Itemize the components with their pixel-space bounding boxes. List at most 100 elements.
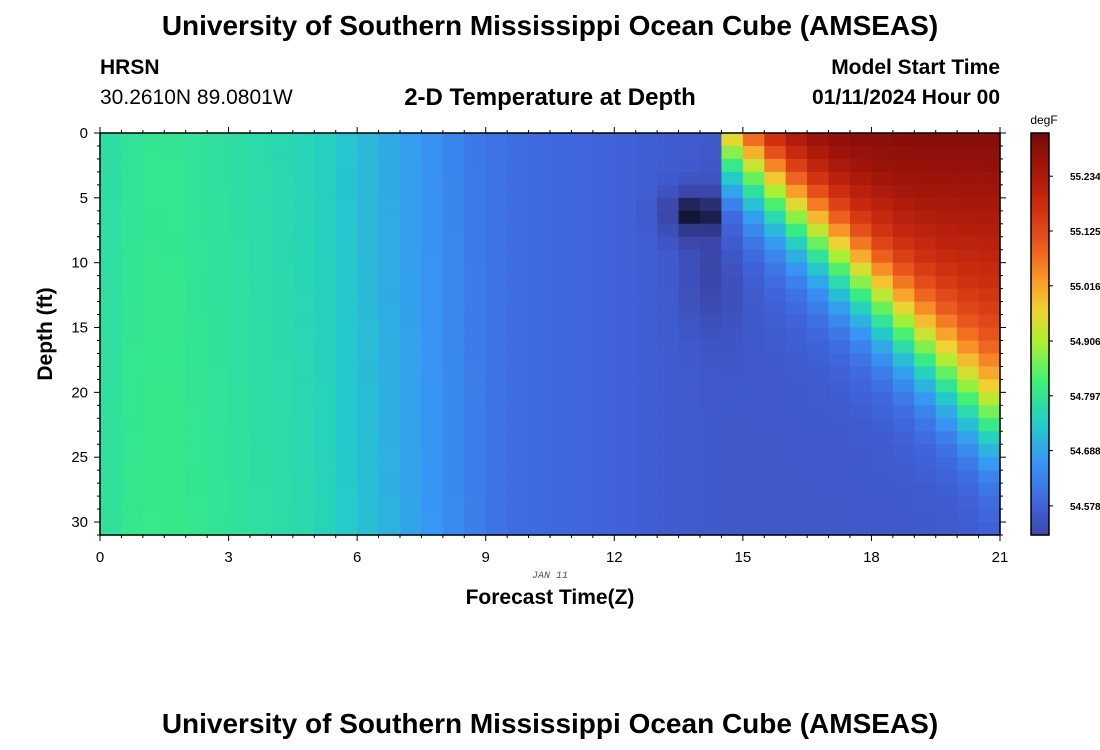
heatmap-cell — [935, 470, 958, 484]
x-tick-label: 9 — [482, 549, 490, 566]
heatmap-cell — [635, 210, 658, 225]
colorbar-frame — [1030, 132, 1050, 536]
heatmap-cell — [528, 223, 551, 238]
heatmap-cell — [871, 249, 894, 264]
heatmap-cell — [421, 197, 444, 212]
colorbar-segment — [1031, 287, 1049, 292]
heatmap-cell — [357, 158, 380, 173]
heatmap-cell — [400, 288, 423, 303]
heatmap-cell — [914, 431, 937, 445]
heatmap-cell — [742, 158, 765, 173]
heatmap-cell — [742, 379, 765, 393]
heatmap-cell — [400, 522, 423, 536]
heatmap-cell — [228, 392, 251, 406]
heatmap-cell — [592, 353, 615, 368]
heatmap-cell — [721, 275, 744, 290]
heatmap-cell — [935, 379, 958, 393]
heatmap-cell — [207, 509, 230, 523]
heatmap-cell — [700, 197, 723, 212]
colorbar-segment — [1031, 384, 1049, 389]
heatmap-cell — [807, 197, 830, 212]
heatmap-cell — [250, 366, 273, 380]
heatmap-cell — [357, 184, 380, 199]
heatmap-cell — [635, 133, 658, 147]
heatmap-cell — [228, 353, 251, 368]
heatmap-cell — [528, 262, 551, 277]
heatmap-cell — [442, 184, 465, 199]
heatmap-cell — [871, 379, 894, 393]
heatmap-cell — [142, 171, 165, 186]
heatmap-cell — [142, 379, 165, 393]
heatmap-cell — [271, 418, 294, 432]
heatmap-cell — [142, 288, 165, 303]
heatmap-cell — [400, 236, 423, 251]
heatmap-cell — [314, 340, 337, 355]
heatmap-cell — [507, 444, 530, 458]
heatmap-cell — [292, 496, 315, 510]
heatmap-cell — [764, 210, 787, 225]
heatmap-cell — [335, 522, 358, 536]
heatmap-cell — [700, 288, 723, 303]
heatmap-cell — [100, 353, 123, 368]
heatmap-cell — [678, 431, 701, 445]
heatmap-cell — [828, 353, 851, 368]
heatmap-cell — [421, 288, 444, 303]
heatmap-cell — [807, 210, 830, 225]
heatmap-cell — [871, 353, 894, 368]
heatmap-cell — [571, 496, 594, 510]
heatmap-cell — [357, 379, 380, 393]
heatmap-cell — [528, 314, 551, 329]
colorbar-segment — [1031, 437, 1049, 442]
heatmap-cell — [271, 522, 294, 536]
colorbar-segment — [1031, 183, 1049, 188]
heatmap-cell — [485, 379, 508, 393]
heatmap-cell — [378, 366, 401, 380]
colorbar-segment — [1031, 491, 1049, 496]
heatmap-cell — [185, 431, 208, 445]
heatmap-cell — [185, 210, 208, 225]
heatmap-cell — [228, 288, 251, 303]
heatmap-cell — [914, 418, 937, 432]
heatmap-cell — [914, 275, 937, 290]
heatmap-cell — [764, 418, 787, 432]
heatmap-cell — [957, 483, 980, 497]
heatmap-cell — [828, 483, 851, 497]
colorbar-segment — [1031, 139, 1049, 144]
heatmap-cell — [914, 145, 937, 160]
heatmap-cell — [678, 379, 701, 393]
colorbar-segment — [1031, 478, 1049, 482]
heatmap-cell — [592, 145, 615, 160]
heatmap-cell — [785, 379, 808, 393]
heatmap-cell — [421, 405, 444, 419]
heatmap-cell — [850, 262, 873, 277]
heatmap-cell — [978, 379, 1001, 393]
heatmap-cell — [335, 133, 358, 147]
heatmap-cell — [785, 366, 808, 380]
heatmap-cell — [228, 522, 251, 536]
heatmap-cell — [121, 249, 144, 264]
heatmap-cell — [400, 496, 423, 510]
heatmap-cell — [228, 431, 251, 445]
x-tick-label: 0 — [96, 549, 104, 566]
heatmap-cell — [892, 133, 915, 147]
colorbar-tick-label: 54.688 — [1070, 447, 1100, 458]
heatmap-cell — [871, 457, 894, 471]
heatmap-cell — [442, 470, 465, 484]
heatmap-cell — [485, 145, 508, 160]
heatmap-cell — [121, 314, 144, 329]
heatmap-cell — [528, 145, 551, 160]
heatmap-cell — [164, 249, 187, 264]
heatmap-cell — [185, 522, 208, 536]
heatmap-cell — [378, 457, 401, 471]
heatmap-cell — [871, 483, 894, 497]
heatmap-cell — [207, 340, 230, 355]
heatmap-cell — [592, 288, 615, 303]
colorbar-segment — [1031, 246, 1049, 251]
heatmap-cell — [828, 522, 851, 536]
heatmap-cell — [935, 522, 958, 536]
heatmap-cell — [378, 470, 401, 484]
heatmap-cell — [700, 457, 723, 471]
heatmap-cell — [357, 210, 380, 225]
heatmap-cell — [700, 133, 723, 147]
heatmap-cell — [957, 314, 980, 329]
